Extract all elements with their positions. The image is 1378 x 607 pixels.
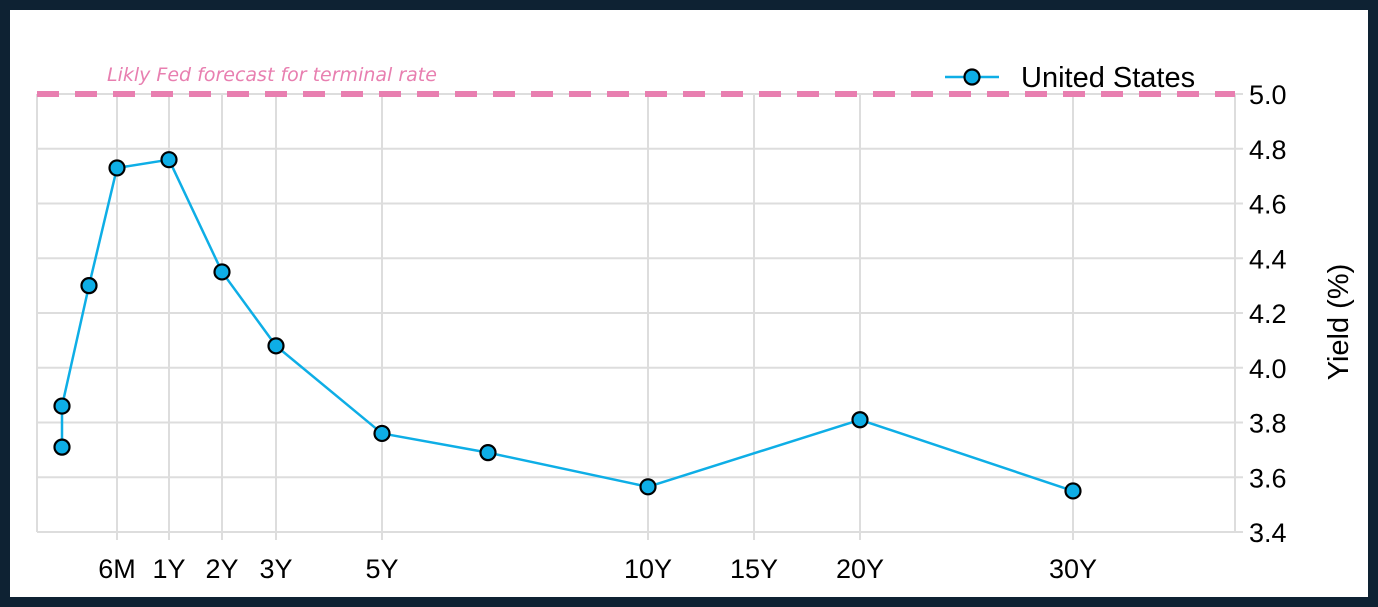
data-point	[373, 424, 391, 443]
x-tick-label: 10Y	[624, 554, 672, 584]
data-point	[479, 444, 497, 462]
data-point	[851, 411, 869, 429]
y-tick-label: 4.6	[1249, 190, 1287, 220]
gridlines	[37, 93, 1235, 540]
x-tick-label: 1Y	[152, 554, 185, 584]
data-point	[267, 337, 285, 355]
x-tick-label: 15Y	[730, 554, 778, 584]
y-tick-label: 4.4	[1249, 244, 1287, 274]
legend: United States	[945, 62, 1195, 94]
y-tick-label: 4.8	[1249, 135, 1287, 165]
y-tick-labels: 3.4 3.6 3.8 4.0 4.2 4.4 4.6 4.8 5.0	[1249, 80, 1287, 548]
series-line	[60, 158, 1074, 493]
y-axis-title: Yield (%)	[1323, 264, 1355, 381]
legend-marker	[963, 68, 981, 86]
data-point	[213, 263, 231, 281]
x-tick-label: 30Y	[1049, 554, 1097, 584]
data-point	[639, 478, 657, 496]
x-tick-label: 3Y	[259, 554, 292, 584]
y-tick-label: 3.8	[1249, 409, 1287, 439]
x-tick-label: 20Y	[836, 554, 884, 584]
y-tick-label: 5.0	[1249, 80, 1287, 110]
data-point	[108, 159, 126, 177]
series-group	[53, 151, 1082, 500]
x-tick-labels: 6M 1Y 2Y 3Y 5Y 10Y 15Y 20Y 30Y	[98, 554, 1097, 584]
y-tick-label: 3.6	[1249, 463, 1287, 493]
data-point	[80, 277, 98, 295]
yield-curve-chart: Likly Fed forecast for terminal rate 3.4…	[36, 62, 1355, 584]
x-tick-label: 6M	[98, 554, 136, 584]
y-tick-label: 3.4	[1249, 518, 1287, 548]
fed-terminal-rate-annotation: Likly Fed forecast for terminal rate	[107, 64, 437, 86]
x-tick-label: 2Y	[205, 554, 238, 584]
legend-label: United States	[1021, 62, 1195, 94]
x-tick-label: 5Y	[365, 554, 398, 584]
data-point	[1064, 482, 1082, 500]
chart-frame: Likly Fed forecast for terminal rate 3.4…	[10, 10, 1368, 597]
data-point	[53, 397, 71, 415]
axes	[36, 93, 1243, 533]
y-tick-label: 4.0	[1249, 354, 1287, 384]
data-point	[53, 438, 71, 456]
reference-line-group: Likly Fed forecast for terminal rate	[37, 64, 1235, 97]
data-point	[160, 151, 178, 169]
y-tick-label: 4.2	[1249, 299, 1287, 329]
